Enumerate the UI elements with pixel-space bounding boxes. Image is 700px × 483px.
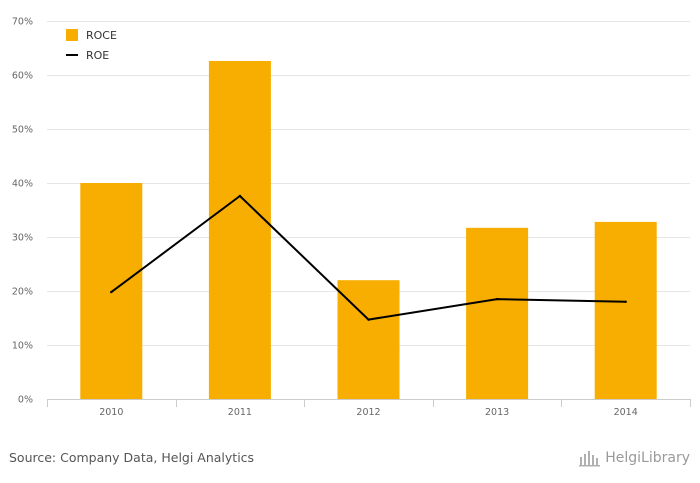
x-tick-label: 2012 (356, 407, 380, 418)
brand-logo[interactable]: HelgiLibrary (579, 449, 690, 467)
chart: 0% 10% 20% 30% 40% 50% 60% 70% 2010 2011 2012 2013… (12, 17, 691, 418)
legend: ROCE ROE (66, 29, 117, 62)
y-tick-label: 10% (12, 341, 33, 352)
bars (80, 60, 657, 400)
y-tick-label: 70% (12, 17, 33, 28)
grid-lines (47, 21, 690, 346)
point-roe (238, 194, 242, 198)
roe-line-layer (110, 194, 627, 321)
point-roe (110, 290, 113, 294)
x-tick-label: 2011 (228, 407, 252, 418)
point-roe (367, 318, 370, 321)
legend-label-roe: ROE (86, 49, 109, 62)
brand-name: HelgiLibrary (605, 450, 690, 466)
library-icon (579, 451, 601, 467)
y-tick-label: 40% (12, 179, 33, 190)
x-axis: 2010 2011 2012 2013 2014 (47, 399, 691, 418)
y-tick-label: 0% (18, 395, 33, 406)
bar-roce (466, 227, 529, 399)
point-roe (624, 300, 627, 303)
x-tick-label: 2010 (99, 407, 123, 418)
legend-label-roce: ROCE (86, 29, 117, 42)
source-note: Source: Company Data, Helgi Analytics (9, 450, 255, 465)
bar-roce (594, 221, 657, 399)
legend-swatch-roce (66, 29, 78, 41)
point-roe (495, 297, 499, 301)
y-axis: 0% 10% 20% 30% 40% 50% 60% 70% (12, 17, 33, 406)
x-tick-label: 2013 (485, 407, 509, 418)
y-tick-label: 60% (12, 71, 33, 82)
y-tick-label: 50% (12, 125, 33, 136)
y-tick-label: 30% (12, 233, 33, 244)
x-tick-label: 2014 (614, 407, 638, 418)
bar-roce (208, 60, 271, 400)
y-tick-label: 20% (12, 287, 33, 298)
